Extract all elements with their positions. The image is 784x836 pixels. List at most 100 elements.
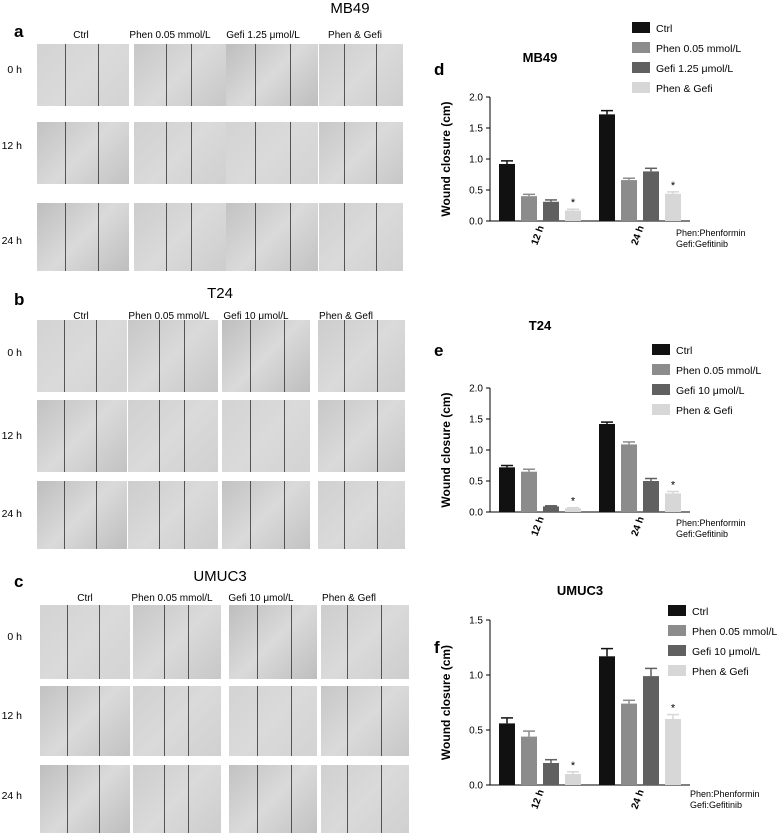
row-label: 24 h xyxy=(1,508,22,520)
significance-marker: * xyxy=(671,180,676,192)
chart-d-mb49: d MB49 0.0 0.5 1.0 1.5 2.0 Wound closure (cm) * 1… xyxy=(434,22,746,249)
wound-edge-line xyxy=(290,122,291,184)
wound-edge-line xyxy=(376,122,377,184)
wound-edge-line xyxy=(376,203,377,271)
micrograph-image xyxy=(318,481,405,549)
panel-letter-b: b xyxy=(14,290,25,309)
bar xyxy=(499,723,515,785)
wound-edge-line xyxy=(164,686,165,756)
bar xyxy=(599,656,615,785)
legend-label: Phen & Gefi xyxy=(676,405,733,417)
wound-edge-line xyxy=(98,122,99,184)
footnote-text: Gefi:Gefitinib xyxy=(676,529,728,539)
legend-label: Phen 0.05 mmol/L xyxy=(692,626,777,638)
y-tick-label: 0.0 xyxy=(469,781,483,792)
micrograph-image xyxy=(319,122,403,184)
footnote-text: Gefi:Gefitinib xyxy=(676,239,728,249)
footnote-text: Phen:Phenformin xyxy=(690,789,760,799)
legend-label: Ctrl xyxy=(676,345,692,357)
wound-edge-line xyxy=(191,44,192,106)
panel-b-title: T24 xyxy=(207,285,233,302)
y-tick-label: 1.5 xyxy=(469,124,483,135)
bar xyxy=(643,676,659,785)
y-tick-label: 0.5 xyxy=(469,477,483,488)
wound-edge-line xyxy=(99,765,100,833)
wound-edge-line xyxy=(96,481,97,549)
wound-edge-line xyxy=(166,122,167,184)
wound-edge-line xyxy=(255,44,256,106)
x-tick-label: 24 h xyxy=(630,224,647,247)
chart-title: UMUC3 xyxy=(557,583,603,598)
wound-edge-line xyxy=(164,605,165,679)
micrograph-image xyxy=(134,203,226,271)
legend-swatch xyxy=(652,364,670,375)
wound-edge-line xyxy=(257,765,258,833)
x-tick-label: 24 h xyxy=(630,515,647,538)
bar xyxy=(665,719,681,785)
legend-swatch xyxy=(668,605,686,616)
micrograph-image xyxy=(229,686,317,756)
bar xyxy=(621,703,637,785)
wound-edge-line xyxy=(64,400,65,472)
wound-edge-line xyxy=(98,44,99,106)
micrograph-image xyxy=(318,320,405,392)
bar xyxy=(599,423,615,512)
row-label: 24 h xyxy=(1,790,22,802)
column-label: Gefi 1.25 μmol/L xyxy=(226,30,300,41)
micrograph-image xyxy=(37,400,127,472)
micrograph-image xyxy=(37,122,129,184)
row-label: 12 h xyxy=(1,430,22,442)
bar xyxy=(499,467,515,512)
wound-edge-line xyxy=(188,686,189,756)
wound-edge-line xyxy=(191,122,192,184)
wound-edge-line xyxy=(291,686,292,756)
x-tick-label: 24 h xyxy=(630,788,647,811)
wound-edge-line xyxy=(381,605,382,679)
micrograph-image xyxy=(40,686,130,756)
wound-edge-line xyxy=(257,605,258,679)
wound-edge-line xyxy=(67,605,68,679)
bar xyxy=(621,444,637,512)
y-tick-label: 1.5 xyxy=(469,415,483,426)
wound-edge-line xyxy=(257,686,258,756)
micrograph-image xyxy=(319,203,403,271)
wound-edge-line xyxy=(284,481,285,549)
wound-edge-line xyxy=(98,203,99,271)
micrograph-image xyxy=(133,605,221,679)
micrograph-image xyxy=(321,765,409,833)
y-tick-label: 1.0 xyxy=(469,155,483,166)
micrograph-image xyxy=(128,481,218,549)
y-tick-label: 1.0 xyxy=(469,671,483,682)
wound-edge-line xyxy=(255,122,256,184)
wound-edge-line xyxy=(381,765,382,833)
panel-letter-d: d xyxy=(434,60,444,79)
wound-edge-line xyxy=(284,400,285,472)
wound-edge-line xyxy=(65,203,66,271)
micrograph-image xyxy=(318,400,405,472)
micrograph-image xyxy=(222,320,310,392)
micrograph-image xyxy=(222,481,310,549)
column-label: Phen 0.05 mmol/L xyxy=(128,311,210,322)
footnote-text: Gefi:Gefitinib xyxy=(690,800,742,810)
legend-label: Phen 0.05 mmol/L xyxy=(676,365,761,377)
panel-letter-e: e xyxy=(434,341,443,360)
wound-edge-line xyxy=(159,481,160,549)
wound-edge-line xyxy=(290,203,291,271)
micrograph-image xyxy=(229,765,317,833)
column-label: Ctrl xyxy=(73,30,89,41)
row-label: 24 h xyxy=(1,235,22,247)
wound-edge-line xyxy=(347,686,348,756)
bar xyxy=(643,171,659,221)
legend-swatch xyxy=(632,42,650,53)
wound-edge-line xyxy=(344,400,345,472)
footnote-text: Phen:Phenformin xyxy=(676,518,746,528)
micrograph-image xyxy=(128,400,218,472)
micrograph-image xyxy=(40,765,130,833)
bar xyxy=(543,763,559,785)
significance-marker: * xyxy=(571,197,576,209)
chart-title: MB49 xyxy=(523,50,558,65)
legend-label: Phen & Gefi xyxy=(656,83,713,95)
bar xyxy=(565,508,581,512)
panel-c-title: UMUC3 xyxy=(193,568,247,585)
column-label: Gefi 10 μmol/L xyxy=(223,311,289,322)
